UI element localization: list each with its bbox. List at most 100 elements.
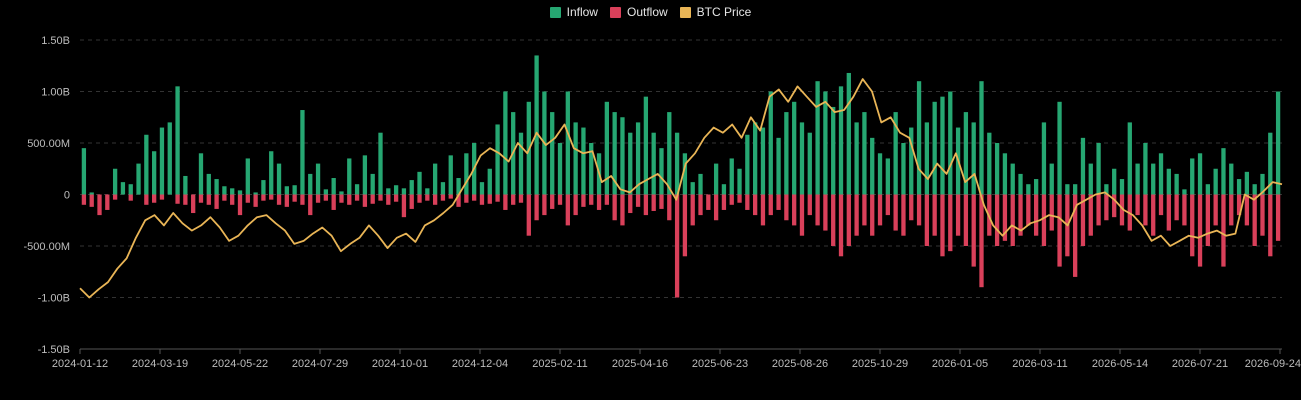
outflow-bar xyxy=(511,194,516,205)
legend-item-btc-price[interactable]: BTC Price xyxy=(679,5,751,19)
inflow-bar xyxy=(604,101,609,195)
outflow-bar xyxy=(1119,194,1125,226)
inflow-bar xyxy=(807,132,812,195)
outflow-bar xyxy=(550,194,555,209)
outflow-bar xyxy=(1182,194,1187,226)
inflow-bar xyxy=(339,191,344,195)
inflow-bar xyxy=(776,137,781,195)
outflow-bar xyxy=(112,194,118,200)
inflow-bar xyxy=(1260,173,1265,195)
outflow-bar xyxy=(440,194,446,201)
inflow-bar xyxy=(635,122,641,195)
inflow-bar xyxy=(253,192,258,195)
inflow-bar xyxy=(768,91,773,195)
outflow-bar xyxy=(503,194,508,210)
outflow-bar xyxy=(526,194,531,236)
outflow-bar xyxy=(284,194,289,207)
outflow-bar xyxy=(994,194,1000,246)
inflow-bar xyxy=(518,132,524,195)
outflow-bar xyxy=(1057,194,1062,267)
inflow-bar xyxy=(667,112,672,195)
y-tick-label: 1.00B xyxy=(41,87,70,99)
outflow-bar xyxy=(854,194,859,236)
x-tick-label: 2024-03-19 xyxy=(132,358,188,370)
inflow-bar xyxy=(1010,163,1015,195)
inflow-bar xyxy=(721,184,727,195)
legend-item-inflow[interactable]: Inflow xyxy=(549,5,598,19)
y-axis: 1.50B 1.00B 500.00M 0 -500.00M -1.00B -1.50B xyxy=(24,35,70,356)
outflow-bar xyxy=(862,194,867,226)
inflow-bar xyxy=(971,122,976,195)
outflow-bar xyxy=(729,194,734,205)
outflow-bar xyxy=(838,194,844,257)
inflow-bar xyxy=(183,175,188,195)
outflow-bar xyxy=(214,194,219,209)
inflow-bar xyxy=(1080,137,1086,195)
inflow-bar xyxy=(1096,143,1101,195)
inflow-bar xyxy=(643,96,649,195)
inflow-bar xyxy=(737,168,742,195)
x-tick-label: 2025-10-29 xyxy=(852,358,908,370)
outflow-bar xyxy=(354,194,360,201)
outflow-bar xyxy=(643,194,649,216)
inflow-bar xyxy=(987,132,992,195)
btc-price-line xyxy=(79,78,1283,299)
outflow-bar xyxy=(159,194,165,200)
outflow-bar xyxy=(815,194,820,226)
inflow-bar xyxy=(1221,148,1226,195)
outflow-bar xyxy=(573,194,578,216)
inflow-bar xyxy=(159,127,165,195)
outflow-bar xyxy=(425,194,430,201)
inflow-bar xyxy=(573,122,578,195)
outflow-bar xyxy=(901,194,906,236)
inflow-bar xyxy=(1119,179,1125,195)
outflow-bar xyxy=(448,194,453,199)
inflow-bar xyxy=(487,168,492,195)
x-axis: 2024-01-12 2024-03-19 2024-05-22 2024-07-29… xyxy=(52,348,1301,370)
outflow-bar xyxy=(237,194,243,216)
outflow-bar xyxy=(417,194,422,203)
inflow-bar xyxy=(550,112,555,195)
outflow-bar xyxy=(596,194,602,210)
inflow-bar xyxy=(315,163,321,195)
outflow-bar xyxy=(963,194,969,246)
outflow-bar xyxy=(183,194,188,205)
outflow-bar xyxy=(1213,194,1218,226)
inflow-bar xyxy=(729,158,734,195)
outflow-bar xyxy=(635,194,641,207)
inflow-bar xyxy=(612,112,617,195)
outflow-bar xyxy=(472,194,477,201)
outflow-bar xyxy=(659,194,664,209)
outflow-bar xyxy=(1229,194,1234,226)
outflow-bar xyxy=(315,194,321,203)
outflow-bar xyxy=(245,194,250,203)
inflow-bar xyxy=(417,171,422,195)
inflow-bar xyxy=(175,86,180,195)
inflow-bar xyxy=(799,122,805,195)
outflow-bar xyxy=(1190,194,1195,257)
x-tick-label: 2026-05-14 xyxy=(1092,358,1148,370)
inflow-bar xyxy=(222,186,227,195)
legend-item-outflow[interactable]: Outflow xyxy=(609,5,668,19)
inflow-bar xyxy=(1049,163,1054,195)
inflow-bar xyxy=(1104,184,1109,195)
legend-label-inflow: Inflow xyxy=(566,5,598,19)
outflow-bar xyxy=(651,194,656,211)
y-tick-label: -1.50B xyxy=(38,344,70,356)
outflow-bar xyxy=(175,194,180,204)
outflow-bar xyxy=(1112,194,1117,218)
legend-swatch-btc-price xyxy=(679,6,691,18)
inflow-bar xyxy=(682,153,688,195)
inflow-bar xyxy=(128,184,133,195)
inflow-bar xyxy=(479,182,485,195)
outflow-bar xyxy=(948,194,953,252)
inflow-bar xyxy=(206,173,211,195)
inflow-bar xyxy=(378,132,383,195)
inflow-bar xyxy=(370,173,375,195)
outflow-bar xyxy=(1080,194,1086,246)
outflow-bar xyxy=(1275,194,1281,241)
inflow-bar xyxy=(1151,163,1156,195)
outflow-bar xyxy=(222,194,227,201)
outflow-bar xyxy=(1151,194,1156,236)
